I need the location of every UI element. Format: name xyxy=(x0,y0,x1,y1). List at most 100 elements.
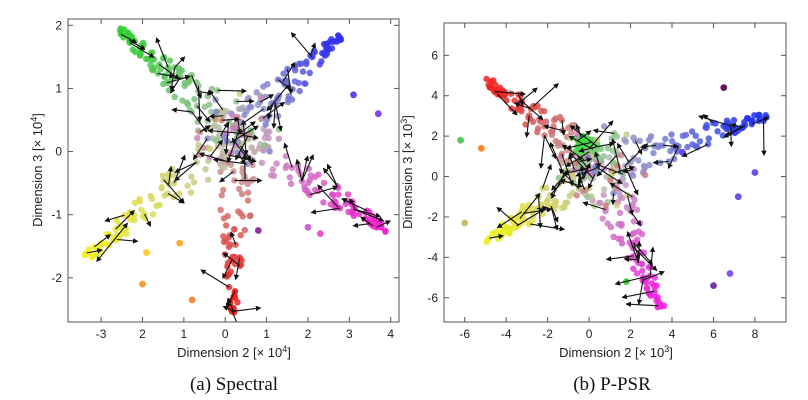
panel-b-velocity-arrow xyxy=(751,116,770,125)
panel-b-data-point xyxy=(507,225,514,232)
panel-a-y-tick-label: -2 xyxy=(51,271,62,285)
panel-a-data-point xyxy=(225,271,233,278)
panel-b-data-point xyxy=(748,117,755,125)
panel-b-data-point xyxy=(641,171,649,179)
panel-b-velocity-arrow xyxy=(595,165,623,184)
panel-a-outlier-point xyxy=(350,91,357,99)
panel-a-data-point xyxy=(138,206,145,214)
panel-a-data-point xyxy=(248,144,255,151)
panel-b-velocity-arrow xyxy=(496,207,520,226)
panel-a-outlier-point xyxy=(254,227,262,234)
panel-a-data-point xyxy=(204,176,212,183)
panel-b-velocity-arrow xyxy=(582,201,606,211)
panel-b-data-point xyxy=(574,132,581,139)
panel-b-data-point xyxy=(622,181,629,188)
panel-a-velocity-arrow xyxy=(171,107,192,113)
panel-a-data-point xyxy=(195,141,202,148)
panel-b-velocity-arrow xyxy=(612,165,635,175)
panel-a-velocity-arrow xyxy=(174,161,198,182)
panel-a-data-point xyxy=(201,103,209,111)
panel-b-data-point xyxy=(651,143,658,150)
panel-b-velocity-arrow xyxy=(560,120,567,136)
panel-b-data-point xyxy=(668,131,675,138)
panel-a-data-point xyxy=(241,226,248,234)
panel-b-velocity-arrow xyxy=(624,165,639,196)
panel-a-velocity-arrow xyxy=(310,207,341,215)
panel-a-velocity-arrow xyxy=(227,297,235,313)
panel-a-data-point xyxy=(125,29,132,36)
panel-a-x-ticks: -3 2 1 0 1 2 3 4 xyxy=(96,19,394,341)
panel-b-data-point xyxy=(633,206,641,213)
panel-a-data-point xyxy=(312,186,319,194)
panel-a-data-point xyxy=(232,124,239,131)
panel-a-velocity-arrow xyxy=(317,184,339,208)
panel-a-velocity-arrow xyxy=(239,145,252,161)
panel-a-data-point xyxy=(275,135,283,142)
panel-b-velocity-arrow xyxy=(595,163,624,175)
panel-b-velocity-arrow xyxy=(489,233,505,240)
panel-a-velocity-arrow xyxy=(231,309,238,322)
panel-a-data-point xyxy=(113,217,121,225)
panel-a-data-point xyxy=(244,189,252,196)
panel-a-x-tick-label: 3 xyxy=(346,327,353,341)
panel-a-velocity-arrow xyxy=(208,89,224,111)
panel-b-x-tick-label: -2 xyxy=(542,327,553,341)
panel-a-data-point xyxy=(266,128,273,135)
panel-a-data-point xyxy=(375,220,382,227)
panel-b-outlier-point xyxy=(726,270,734,277)
panel-b-data-point xyxy=(599,215,606,222)
panel-b-data-point xyxy=(591,169,598,176)
panel-b-data-point xyxy=(705,135,712,142)
panel-b-velocity-arrow xyxy=(513,102,532,110)
panel-a-data-point xyxy=(161,192,168,199)
panel-a-data-point xyxy=(349,209,356,217)
panel-b-data-point xyxy=(490,77,497,84)
panel-a-velocity-arrow xyxy=(155,37,169,68)
panel-b-velocity-arrow xyxy=(496,93,518,116)
panel-b-data-point xyxy=(597,199,604,207)
panel-a-data-point xyxy=(305,179,312,186)
panel-b-velocity-arrow xyxy=(625,301,659,308)
panel-b-outlier-point xyxy=(734,193,742,201)
panel-a-data-point xyxy=(234,299,241,306)
panel-a-data-point xyxy=(320,179,328,187)
panel-a-data-point xyxy=(121,212,128,219)
panel-b-data-point xyxy=(756,111,763,119)
panel-b-velocity-arrow xyxy=(633,242,641,261)
panel-b-data-point xyxy=(630,134,637,141)
panel-b-velocity-arrow xyxy=(565,151,590,167)
panel-b-data-point xyxy=(669,138,676,145)
panel-a-data-point xyxy=(220,186,227,194)
panel-a-velocity-arrow xyxy=(231,137,253,166)
panel-a-velocity-arrow xyxy=(242,124,249,156)
panel-b-x-tick-label: 0 xyxy=(586,327,593,341)
panel-b-data-point xyxy=(657,159,664,166)
panel-b-data-point xyxy=(500,88,507,95)
panel-b-data-point xyxy=(714,128,721,135)
panel-a-data-point xyxy=(332,199,339,206)
panel-b-data-point xyxy=(618,235,625,243)
panel-a-data-point xyxy=(231,226,238,233)
panel-a-data-point xyxy=(243,107,250,115)
panel-a-velocity-arrow xyxy=(282,61,296,82)
panel-b-data-point xyxy=(561,204,568,211)
panel-b-outlier-point xyxy=(461,219,469,227)
panel-b-data-point xyxy=(636,137,643,144)
panel-b-outlier-point xyxy=(477,144,485,152)
panel-a-velocity-arrow xyxy=(191,111,208,133)
panel-b-data-point xyxy=(688,128,696,135)
panel-b-velocity-arrow xyxy=(728,125,734,148)
panel-a-data-point xyxy=(250,176,257,183)
panel-a-data-point xyxy=(283,162,290,169)
panel-b-velocity-arrow xyxy=(723,126,743,138)
panel-a-x-tick-label: 2 xyxy=(139,327,146,341)
panel-b-data-point xyxy=(719,132,726,139)
panel-b-data-point xyxy=(610,159,617,166)
panel-a-y-axis-label: Dimension 3 [× 104] xyxy=(29,113,45,227)
panel-a-data-point xyxy=(150,211,157,218)
panel-b-data-point xyxy=(639,267,646,274)
panel-a-data-point xyxy=(221,164,228,171)
panel-b-data-point xyxy=(597,157,605,164)
panel-b-velocity-arrow xyxy=(537,196,543,229)
panel-a-velocity-arrow xyxy=(271,102,277,129)
